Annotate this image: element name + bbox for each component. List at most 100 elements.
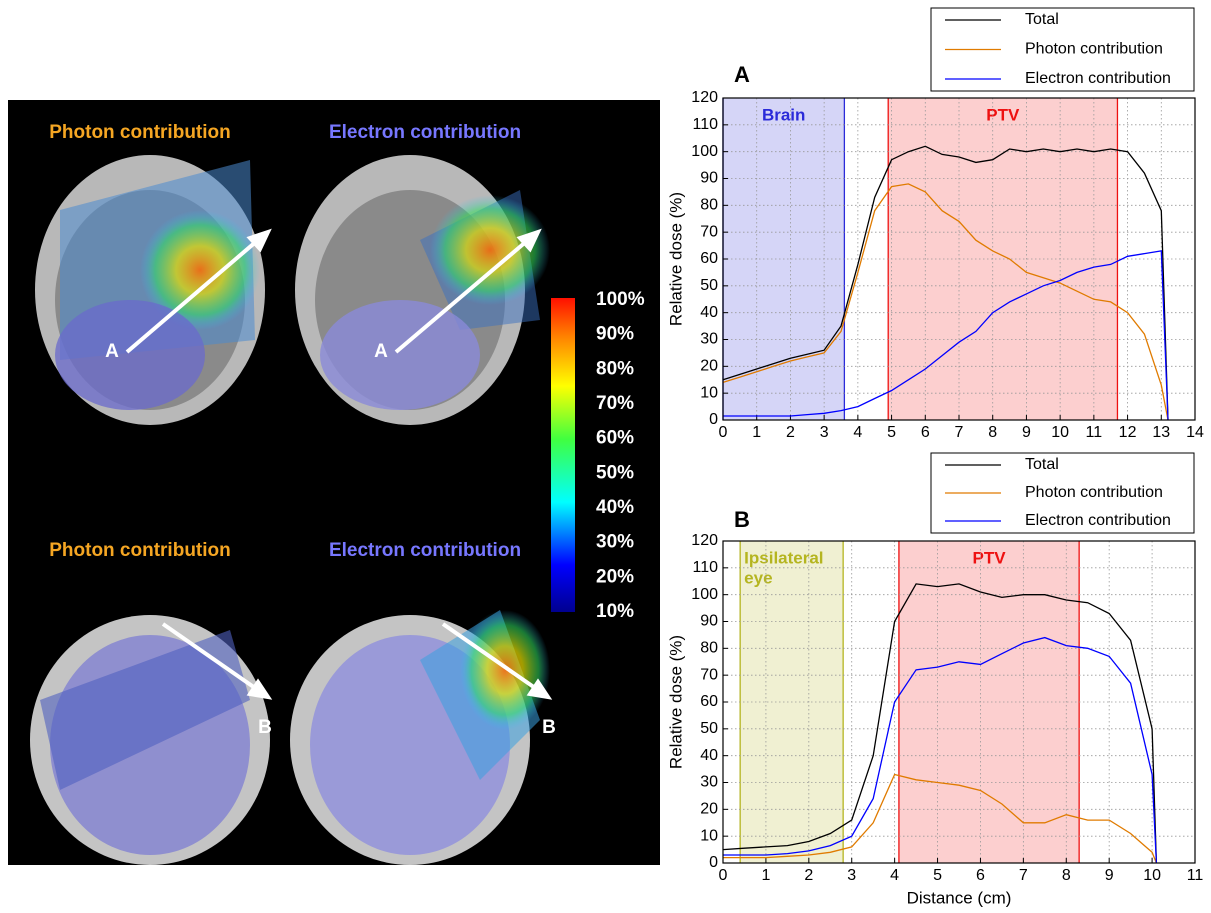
plot-frame [722, 540, 1196, 864]
legend-label: Electron contribution [1025, 70, 1171, 87]
x-tick-label: 10 [1051, 424, 1069, 441]
region-label: PTV [986, 105, 1020, 124]
y-tick-label: 30 [700, 331, 718, 348]
x-tick-label: 11 [1086, 424, 1103, 441]
x-tick-label: 9 [1022, 424, 1031, 441]
arrows [125, 228, 553, 700]
x-tick-label: 6 [976, 867, 985, 884]
arrow-label: A [105, 341, 119, 362]
x-tick-label: 0 [719, 867, 728, 884]
region-label: Brain [762, 105, 805, 124]
plot-frame [722, 97, 1196, 421]
y-tick-label: 90 [700, 170, 718, 187]
data-line [723, 773, 1158, 864]
y-tick-label: 110 [692, 116, 718, 133]
legend-label: Total [1025, 456, 1059, 473]
y-tick-label: 70 [700, 223, 718, 240]
y-tick-label: 30 [700, 774, 718, 791]
x-tick-label: 1 [752, 424, 761, 441]
colorbar-label: 30% [596, 532, 634, 553]
y-tick-label: 60 [700, 693, 718, 710]
data-line [722, 583, 1158, 864]
colorbar-label: 50% [596, 462, 634, 483]
y-tick-label: 10 [700, 384, 718, 401]
panel-title: Electron contribution [329, 540, 521, 561]
y-tick-label: 70 [700, 666, 718, 683]
chart-title: B [734, 507, 750, 532]
x-tick-label: 7 [1019, 867, 1028, 884]
y-tick-label: 90 [700, 613, 718, 630]
y-tick-label: 20 [700, 801, 718, 818]
colorbar-label: 40% [596, 497, 634, 518]
x-tick-label: 2 [786, 424, 795, 441]
chart-title: A [734, 62, 750, 87]
x-tick-label: 0 [719, 424, 728, 441]
x-tick-label: 6 [921, 424, 930, 441]
y-tick-label: 40 [700, 747, 718, 764]
data-line [722, 145, 1169, 421]
x-tick-label: 8 [1062, 867, 1071, 884]
x-tick-label: 10 [1143, 867, 1161, 884]
legend-label: Total [1025, 11, 1059, 28]
y-tick-label: 20 [700, 358, 718, 375]
y-tick-label: 120 [691, 532, 718, 549]
region-label: Ipsilateral [744, 548, 823, 567]
colorbar-label: 60% [596, 428, 634, 449]
legend-box [930, 452, 1195, 534]
y-tick-label: 110 [692, 559, 718, 576]
region-label: eye [744, 568, 772, 587]
x-tick-label: 13 [1152, 424, 1170, 441]
y-axis-label: Relative dose (%) [666, 635, 685, 769]
x-tick-label: 3 [820, 424, 829, 441]
y-tick-label: 50 [700, 277, 718, 294]
panel-title: Photon contribution [49, 122, 231, 143]
colorbar-label: 10% [596, 601, 634, 622]
x-tick-label: 3 [847, 867, 856, 884]
y-tick-label: 60 [700, 250, 718, 267]
colorbar-label: 20% [596, 566, 634, 587]
y-tick-label: 0 [709, 854, 718, 871]
arrow-label: A [374, 341, 388, 362]
legend-label: Photon contribution [1025, 41, 1163, 58]
data-line [723, 636, 1158, 864]
legend-label: Photon contribution [1025, 484, 1163, 501]
x-tick-label: 5 [887, 424, 896, 441]
data-line [723, 250, 1169, 421]
x-tick-label: 11 [1187, 867, 1204, 884]
y-tick-label: 100 [691, 143, 718, 160]
y-tick-label: 10 [700, 827, 718, 844]
y-tick-label: 0 [709, 411, 718, 428]
y-tick-label: 50 [700, 720, 718, 737]
x-tick-label: 4 [890, 867, 899, 884]
arrow-label: B [258, 717, 272, 738]
y-tick-label: 100 [691, 586, 718, 603]
colorbar [551, 298, 575, 612]
x-axis-label: Distance (cm) [907, 888, 1012, 907]
colorbar-label: 90% [596, 324, 634, 345]
y-tick-label: 40 [700, 304, 718, 321]
y-tick-label: 80 [700, 640, 718, 657]
ct-slices [30, 155, 550, 865]
x-tick-label: 9 [1105, 867, 1114, 884]
panel-title: Electron contribution [329, 122, 521, 143]
x-tick-label: 2 [804, 867, 813, 884]
region-label: PTV [973, 548, 1007, 567]
x-tick-label: 7 [955, 424, 964, 441]
x-tick-label: 1 [761, 867, 770, 884]
x-tick-label: 4 [853, 424, 862, 441]
x-tick-label: 5 [933, 867, 942, 884]
panel-title: Photon contribution [49, 540, 231, 561]
y-tick-label: 120 [691, 89, 718, 106]
y-axis-label: Relative dose (%) [666, 192, 685, 326]
colorbar-label: 100% [596, 289, 645, 310]
x-tick-label: 14 [1186, 424, 1204, 441]
colorbar-label: 80% [596, 358, 634, 379]
legend-label: Electron contribution [1025, 512, 1171, 529]
x-tick-label: 12 [1119, 424, 1137, 441]
colorbar-label: 70% [596, 393, 634, 414]
arrow-label: B [542, 717, 556, 738]
legend-box [930, 7, 1195, 92]
x-tick-label: 8 [988, 424, 997, 441]
